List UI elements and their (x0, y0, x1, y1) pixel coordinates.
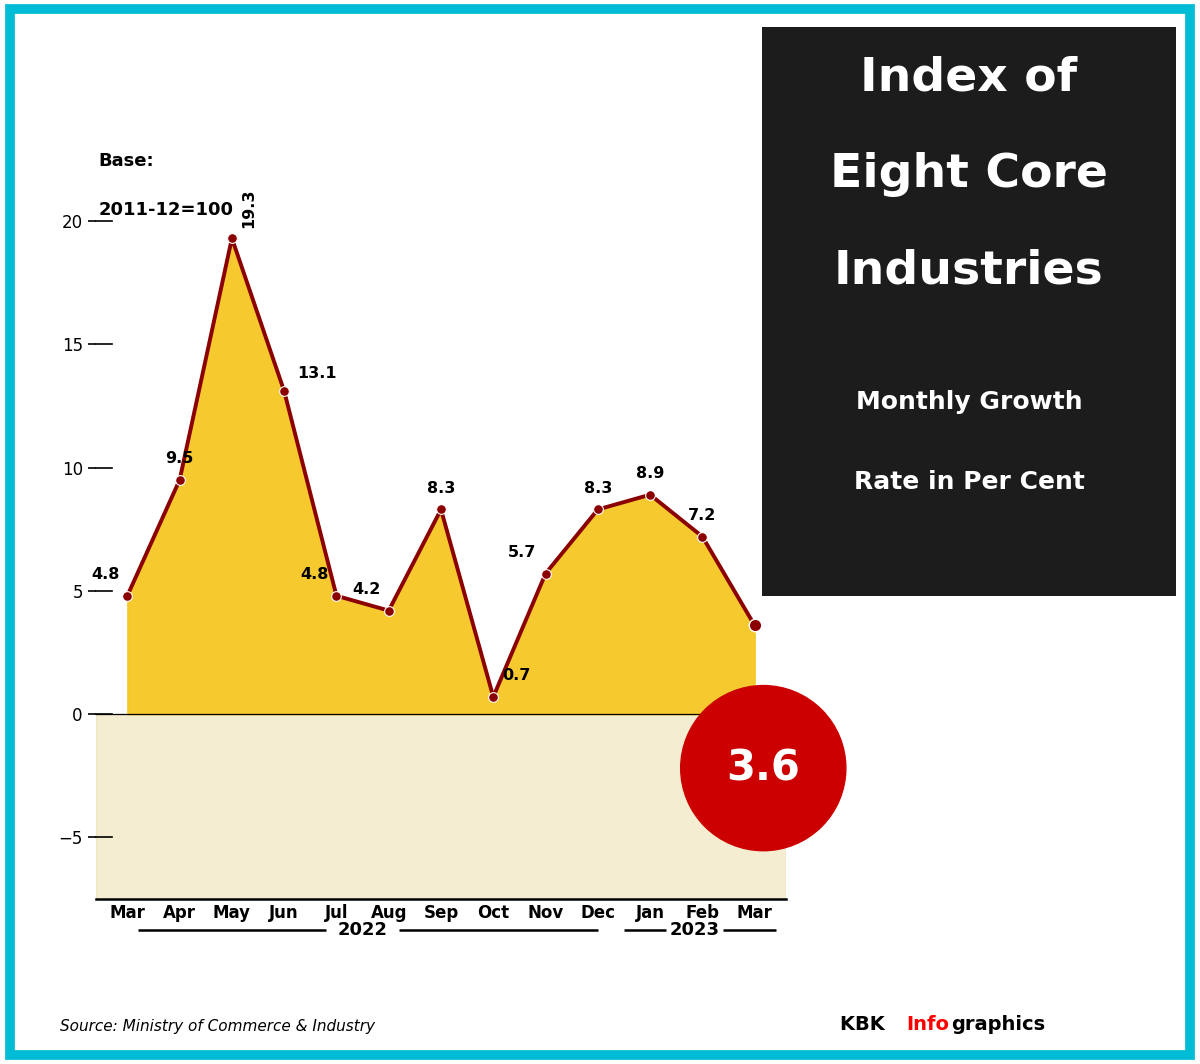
Text: 8.3: 8.3 (583, 481, 612, 496)
Text: 19.3: 19.3 (241, 189, 257, 229)
Text: Rate in Per Cent: Rate in Per Cent (853, 470, 1085, 494)
Text: Industries: Industries (834, 249, 1104, 294)
Text: 13.1: 13.1 (298, 366, 337, 381)
Text: 4.8: 4.8 (300, 567, 329, 582)
Text: Eight Core: Eight Core (830, 152, 1108, 197)
Text: graphics: graphics (952, 1015, 1045, 1034)
Text: Info: Info (906, 1015, 949, 1034)
Text: 9.5: 9.5 (166, 451, 194, 466)
FancyBboxPatch shape (762, 27, 1176, 596)
Text: KBK: KBK (840, 1015, 892, 1034)
Ellipse shape (680, 685, 846, 851)
Text: 7.2: 7.2 (688, 508, 716, 523)
Text: 2023: 2023 (670, 920, 720, 938)
Text: 2022: 2022 (337, 920, 388, 938)
Text: 8.9: 8.9 (636, 466, 665, 481)
Text: 0.7: 0.7 (503, 668, 532, 683)
Text: Base:: Base: (98, 152, 155, 170)
Text: 4.2: 4.2 (353, 582, 380, 597)
Text: 4.8: 4.8 (91, 567, 120, 582)
Text: 2011-12=100: 2011-12=100 (98, 201, 234, 219)
Text: Index of: Index of (860, 55, 1078, 100)
Text: Monthly Growth: Monthly Growth (856, 390, 1082, 414)
Text: Source: Ministry of Commerce & Industry: Source: Ministry of Commerce & Industry (60, 1019, 374, 1034)
Text: 8.3: 8.3 (427, 481, 455, 496)
Text: 3.6: 3.6 (726, 747, 800, 789)
Text: 5.7: 5.7 (508, 545, 536, 560)
Bar (96, 714, 786, 899)
